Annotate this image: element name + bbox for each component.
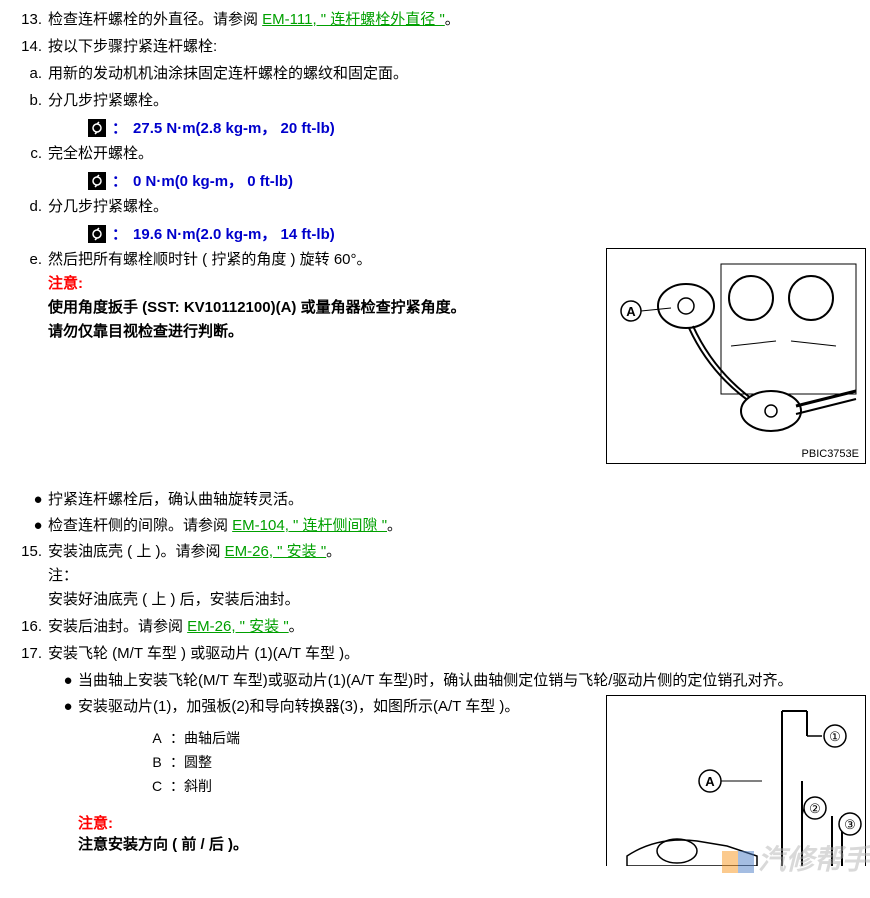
- step-16: 16. 安装后油封。请参阅 EM-26, " 安装 "。: [4, 615, 866, 639]
- step-text: 按以下步骤拧紧连杆螺栓:: [48, 35, 866, 59]
- step-15: 15. 安装油底壳 ( 上 )。请参阅 EM-26, " 安装 "。 注： 安装…: [4, 540, 866, 612]
- figure-code: PBIC3753E: [802, 448, 859, 460]
- step-14a: a. 用新的发动机机油涂抹固定连杆螺栓的螺纹和固定面。: [4, 62, 866, 86]
- step-text: 完全松开螺栓。: [48, 142, 866, 166]
- step-14e-with-figure: e. 然后把所有螺栓顺时针 ( 拧紧的角度 ) 旋转 60°。 注意: 使用角度…: [4, 248, 866, 464]
- legend-colon: ：: [170, 775, 184, 799]
- bullet-text: 安装驱动片(1)，加强板(2)和导向转换器(3)，如图所示(A/T 车型 )。: [78, 695, 594, 719]
- legend-colon: ：: [170, 727, 184, 751]
- caution-text: 使用角度扳手 (SST: KV10112100)(A) 或量角器检查拧紧角度。: [48, 296, 594, 320]
- torque-value: 19.6 N·m(2.0 kg-m， 14 ft-lb): [133, 223, 335, 244]
- svg-text:A: A: [626, 304, 636, 319]
- link-em26-install[interactable]: EM-26, " 安装 ": [225, 543, 327, 560]
- step-number: 13.: [4, 8, 48, 32]
- note-label: 注：: [48, 564, 866, 588]
- legend-key: B: [144, 751, 170, 775]
- step-14e: e. 然后把所有螺栓顺时针 ( 拧紧的角度 ) 旋转 60°。 注意: 使用角度…: [4, 248, 594, 344]
- callout-A: A: [705, 774, 715, 789]
- callout-3: ③: [844, 817, 856, 832]
- step-14c: c. 完全松开螺栓。: [4, 142, 866, 166]
- step-17-caution: 注意: 注意安装方向 ( 前 / 后 )。: [78, 812, 594, 854]
- step-17: 17. 安装飞轮 (M/T 车型 ) 或驱动片 (1)(A/T 车型 )。: [4, 642, 866, 666]
- torque-icon: [88, 119, 106, 137]
- bullet-icon: ●: [58, 695, 78, 719]
- step-text: 然后把所有螺栓顺时针 ( 拧紧的角度 ) 旋转 60°。 注意: 使用角度扳手 …: [48, 248, 594, 344]
- step-number: 14.: [4, 35, 48, 59]
- bullet-check-clearance: ● 检查连杆侧的间隙。请参阅 EM-104, " 连杆侧间隙 "。: [28, 514, 866, 538]
- legend-C: C ： 斜削: [144, 775, 594, 799]
- step-14: 14. 按以下步骤拧紧连杆螺栓:: [4, 35, 866, 59]
- torque-spec-b: ： 27.5 N·m(2.8 kg-m， 20 ft-lb): [88, 117, 866, 138]
- step-text: 分几步拧紧螺栓。: [48, 195, 866, 219]
- bullet-text: 拧紧连杆螺栓后，确认曲轴旋转灵活。: [48, 488, 866, 512]
- step-17-sub2-with-figure: ● 安装驱动片(1)，加强板(2)和导向转换器(3)，如图所示(A/T 车型 )…: [4, 695, 866, 866]
- torque-icon: [88, 225, 106, 243]
- torque-value: 0 N·m(0 kg-m， 0 ft-lb): [133, 170, 293, 191]
- torque-spec-c: ： 0 N·m(0 kg-m， 0 ft-lb): [88, 170, 866, 191]
- step-letter: b.: [4, 89, 48, 113]
- step-17-sub2: ● 安装驱动片(1)，加强板(2)和导向转换器(3)，如图所示(A/T 车型 )…: [58, 695, 594, 719]
- step-text: 安装油底壳 ( 上 )。请参阅 EM-26, " 安装 "。 注： 安装好油底壳…: [48, 540, 866, 612]
- legend-key: C: [144, 775, 170, 799]
- legend-value: 圆整: [184, 751, 212, 775]
- caution-text: 请勿仅靠目视检查进行判断。: [48, 320, 594, 344]
- step-letter: c.: [4, 142, 48, 166]
- link-em111[interactable]: EM-111, " 连杆螺栓外直径 ": [262, 11, 445, 28]
- callout-1: ①: [829, 729, 841, 744]
- bullet-icon: ●: [28, 514, 48, 538]
- engine-diagram-svg: A: [611, 256, 861, 456]
- legend-key: A: [144, 727, 170, 751]
- bullet-icon: ●: [28, 488, 48, 512]
- step-letter: a.: [4, 62, 48, 86]
- bullet-check-rotation: ● 拧紧连杆螺栓后，确认曲轴旋转灵活。: [28, 488, 866, 512]
- caution-text: 注意安装方向 ( 前 / 后 )。: [78, 833, 594, 854]
- torque-colon: ：: [112, 117, 127, 138]
- bullet-icon: ●: [58, 669, 78, 693]
- legend-A: A ： 曲轴后端: [144, 727, 594, 751]
- link-em26-install-2[interactable]: EM-26, " 安装 ": [187, 618, 289, 635]
- step-13: 13. 检查连杆螺栓的外直径。请参阅 EM-111, " 连杆螺栓外直径 "。: [4, 8, 866, 32]
- step-text: 检查连杆螺栓的外直径。请参阅 EM-111, " 连杆螺栓外直径 "。: [48, 8, 866, 32]
- step-letter: e.: [4, 248, 48, 272]
- torque-colon: ：: [112, 223, 127, 244]
- step-text: 安装后油封。请参阅 EM-26, " 安装 "。: [48, 615, 866, 639]
- legend-colon: ：: [170, 751, 184, 775]
- step-number: 16.: [4, 615, 48, 639]
- step-17-sub1: ● 当曲轴上安装飞轮(M/T 车型)或驱动片(1)(A/T 车型)时，确认曲轴侧…: [58, 669, 866, 693]
- drive-plate-svg: ① A ② ③: [607, 696, 865, 866]
- bullet-text: 检查连杆侧的间隙。请参阅 EM-104, " 连杆侧间隙 "。: [48, 514, 866, 538]
- step-14b: b. 分几步拧紧螺栓。: [4, 89, 866, 113]
- note-text: 安装好油底壳 ( 上 ) 后，安装后油封。: [48, 588, 866, 612]
- step-text: 用新的发动机机油涂抹固定连杆螺栓的螺纹和固定面。: [48, 62, 866, 86]
- legend-value: 曲轴后端: [184, 727, 240, 751]
- caution-label: 注意:: [78, 812, 594, 833]
- caution-label: 注意:: [48, 272, 594, 296]
- step-number: 17.: [4, 642, 48, 666]
- step-number: 15.: [4, 540, 48, 564]
- step-letter: d.: [4, 195, 48, 219]
- figure-angle-wrench: A PBIC3753E: [606, 248, 866, 464]
- bullet-text: 当曲轴上安装飞轮(M/T 车型)或驱动片(1)(A/T 车型)时，确认曲轴侧定位…: [78, 669, 866, 693]
- figure-drive-plate: ① A ② ③: [606, 695, 866, 866]
- step-14d: d. 分几步拧紧螺栓。: [4, 195, 866, 219]
- step-text: 安装飞轮 (M/T 车型 ) 或驱动片 (1)(A/T 车型 )。: [48, 642, 866, 666]
- callout-2: ②: [809, 801, 821, 816]
- torque-icon: [88, 172, 106, 190]
- torque-value: 27.5 N·m(2.8 kg-m， 20 ft-lb): [133, 117, 335, 138]
- link-em104[interactable]: EM-104, " 连杆侧间隙 ": [232, 517, 387, 534]
- legend-value: 斜削: [184, 775, 212, 799]
- torque-spec-d: ： 19.6 N·m(2.0 kg-m， 14 ft-lb): [88, 223, 866, 244]
- torque-colon: ：: [112, 170, 127, 191]
- step-text: 分几步拧紧螺栓。: [48, 89, 866, 113]
- legend-B: B ： 圆整: [144, 751, 594, 775]
